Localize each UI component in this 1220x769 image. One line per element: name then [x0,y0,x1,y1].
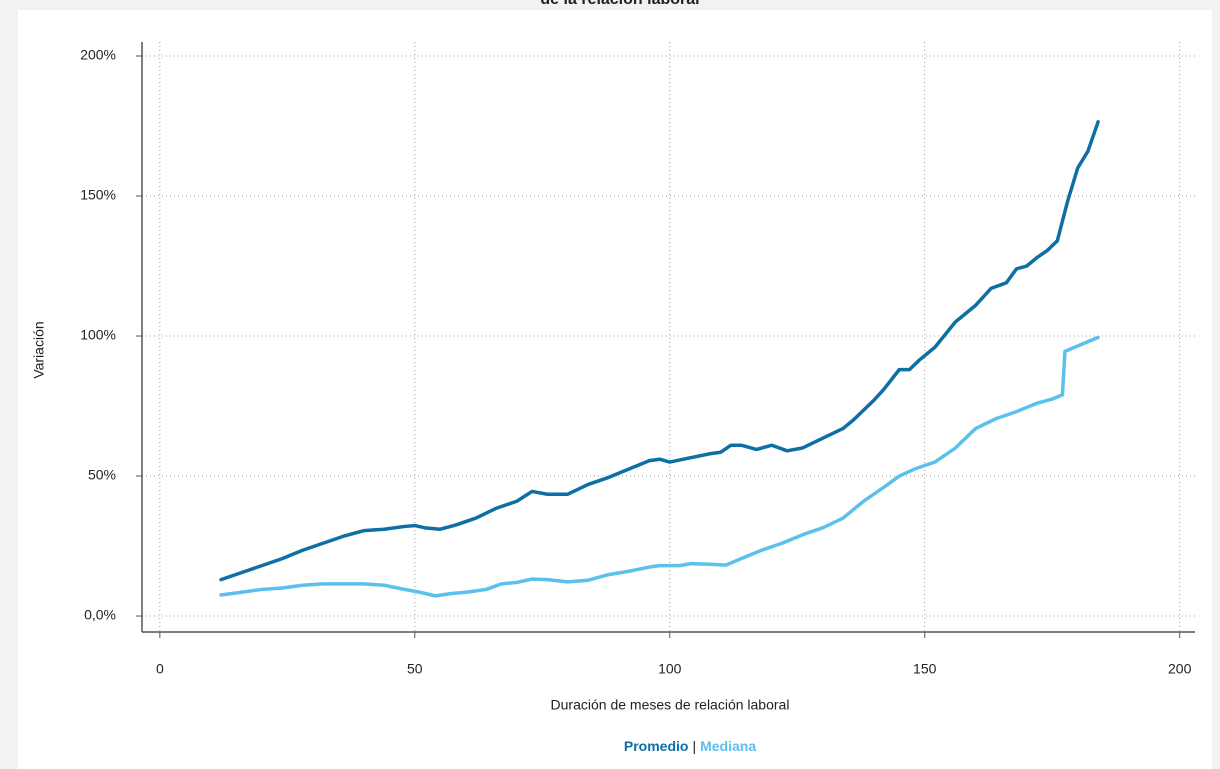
x-tick-label: 100 [658,661,682,677]
y-tick-label: 150% [80,187,116,203]
series-line [219,120,1100,582]
series-line [219,335,1100,598]
y-tick-label: 0,0% [84,607,116,623]
legend-entry: Promedio [624,738,689,754]
legend-separator: | [692,738,696,754]
legend: Promedio | Mediana [624,738,756,754]
y-axis-label: Variación [31,321,47,378]
panel [18,10,1212,769]
legend-entry: Mediana [700,738,756,754]
y-tick-label: 200% [80,47,116,63]
chart-title: de la relación laboral [540,0,699,8]
x-tick-label: 50 [407,661,423,677]
x-tick-label: 200 [1168,661,1192,677]
y-tick-label: 50% [88,467,116,483]
x-tick-label: 0 [156,661,164,677]
x-axis-label: Duración de meses de relación laboral [551,697,790,713]
y-tick-label: 100% [80,327,116,343]
x-tick-label: 150 [913,661,937,677]
